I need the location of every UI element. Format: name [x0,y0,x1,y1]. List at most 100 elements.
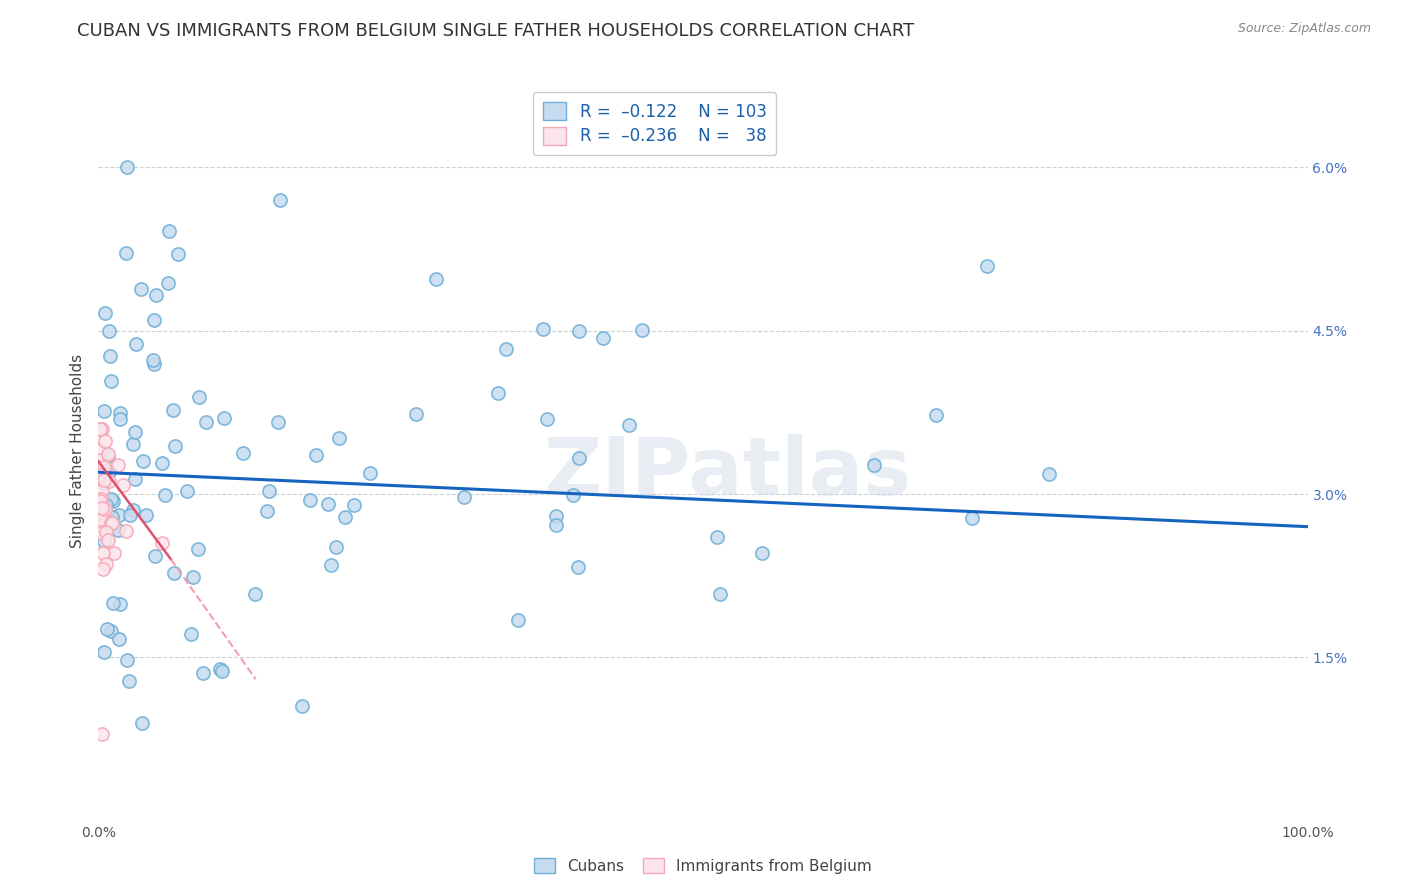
Point [176,483,198,498]
Point [111,477,134,491]
Point [89,452,111,467]
Point [269,193,291,207]
Point [93,306,115,320]
Point [93,466,115,480]
Point [333,510,356,524]
Point [506,613,529,627]
Point [108,411,131,425]
Point [316,497,339,511]
Point [90,492,112,507]
Point [131,716,153,731]
Point [212,411,235,425]
Point [94,514,117,528]
Point [343,498,366,512]
Point [90,525,112,540]
Point [167,247,190,261]
Point [536,411,558,425]
Point [359,467,381,481]
Point [183,570,205,584]
Point [97,324,120,338]
Point [97,466,120,480]
Point [115,245,138,260]
Point [94,558,117,572]
Point [976,259,998,273]
Point [706,530,728,544]
Point [93,511,115,525]
Point [125,337,148,351]
Point [100,374,122,388]
Point [163,439,186,453]
Point [153,488,176,502]
Point [195,415,218,429]
Y-axis label: Single Father Households: Single Father Households [70,353,86,548]
Point [495,343,517,357]
Point [305,448,328,462]
Point [145,288,167,302]
Point [90,422,112,436]
Point [325,541,347,555]
Point [193,666,215,681]
Point [115,524,138,539]
Point [90,454,112,468]
Point [110,598,132,612]
Point [129,282,152,296]
Point [94,524,117,539]
Point [150,536,173,550]
Point [157,276,180,290]
Point [96,622,118,636]
Point [98,349,121,363]
Point [751,546,773,560]
Point [89,443,111,458]
Point [544,508,567,523]
Point [103,546,125,560]
Point [453,490,475,504]
Point [91,726,114,740]
Point [90,500,112,515]
Point [91,507,114,521]
Point [1038,467,1060,482]
Point [94,502,117,516]
Point [89,468,111,483]
Point [124,425,146,439]
Point [90,471,112,485]
Point [89,422,111,436]
Point [93,645,115,659]
Point [135,508,157,522]
Point [89,493,111,508]
Point [267,415,290,429]
Point [567,450,589,465]
Point [180,627,202,641]
Point [163,566,186,580]
Point [143,357,166,371]
Point [97,533,120,548]
Point [124,472,146,486]
Point [159,224,181,238]
Point [115,161,138,175]
Point [101,596,124,610]
Point [100,624,122,638]
Point [188,390,211,404]
Point [120,508,142,523]
Point [107,458,129,472]
Point [208,662,231,676]
Point [162,403,184,417]
Point [100,492,122,507]
Point [592,331,614,345]
Point [405,407,427,421]
Text: Source: ZipAtlas.com: Source: ZipAtlas.com [1237,22,1371,36]
Point [91,546,114,560]
Point [108,632,131,647]
Point [101,516,124,530]
Point [709,587,731,601]
Point [100,516,122,530]
Point [425,272,447,286]
Text: CUBAN VS IMMIGRANTS FROM BELGIUM SINGLE FATHER HOUSEHOLDS CORRELATION CHART: CUBAN VS IMMIGRANTS FROM BELGIUM SINGLE … [77,22,914,40]
Point [93,403,115,417]
Point [96,449,118,463]
Point [211,665,233,679]
Point [328,431,350,445]
Point [93,460,115,475]
Point [617,417,640,432]
Point [93,475,115,490]
Point [90,483,112,498]
